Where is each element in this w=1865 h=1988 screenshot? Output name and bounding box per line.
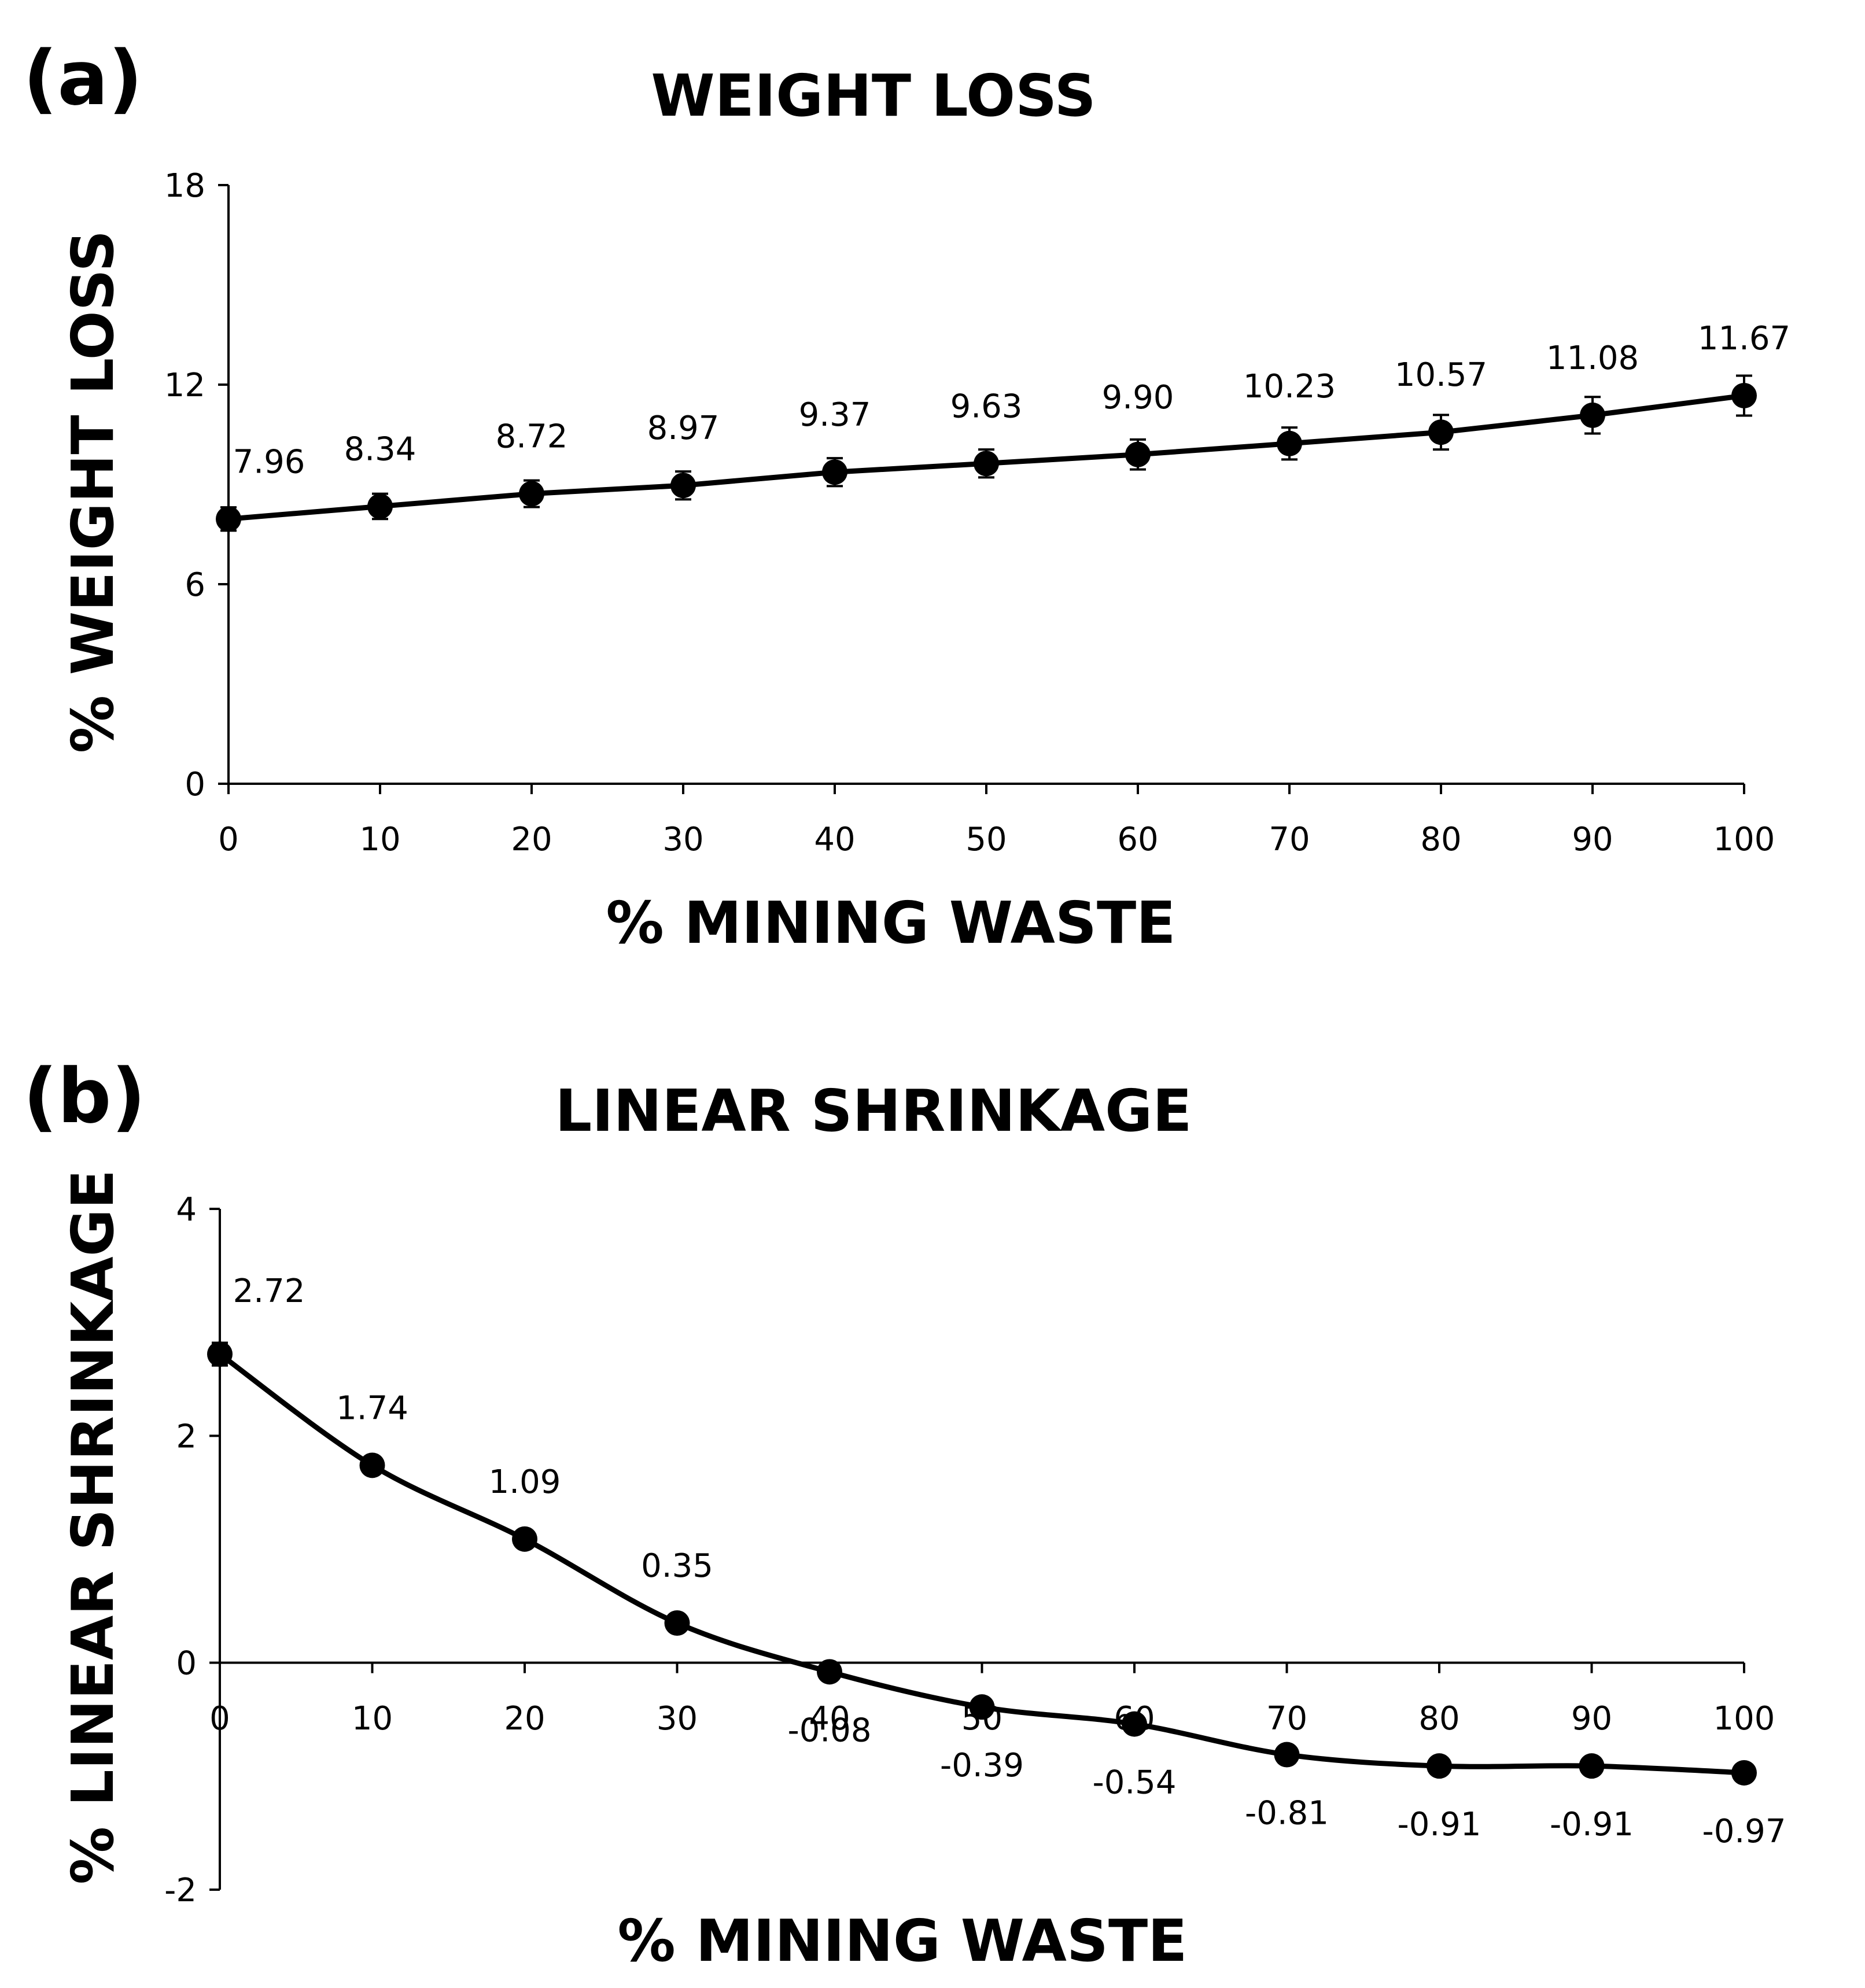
chart-b-x-axis-label: % MINING WASTE	[618, 1907, 1188, 1975]
chart-b-y-tick-label: 2	[176, 1418, 197, 1455]
chart-a-data-point	[1731, 382, 1757, 408]
chart-b-x-tick-label: 100	[1713, 1700, 1775, 1738]
chart-b-x-tick-label: 90	[1571, 1700, 1612, 1738]
panel-linear-shrinkage: (b) LINEAR SHRINKAGE % MINING WASTE % LI…	[23, 1052, 1786, 1975]
chart-a-x-tick-label: 10	[359, 821, 400, 858]
chart-a-data-label: 8.97	[647, 410, 720, 447]
chart-a-data-point	[670, 473, 696, 499]
chart-b-data-point	[817, 1659, 842, 1685]
chart-b-data-point	[664, 1610, 690, 1636]
chart-b-data-label: -0.97	[1702, 1813, 1786, 1850]
chart-a-x-tick-label: 50	[965, 821, 1007, 858]
chart-a-data-label: 7.96	[233, 443, 305, 481]
chart-a-y-tick-label: 18	[164, 167, 205, 205]
chart-a-data-point	[1125, 441, 1151, 467]
chart-a-x-tick-label: 80	[1420, 821, 1461, 858]
chart-b-y-tick-label: -2	[164, 1872, 197, 1909]
chart-b-data-label: -0.81	[1245, 1795, 1329, 1832]
chart-b-data-point	[359, 1452, 385, 1478]
chart-a-y-tick-label: 12	[164, 367, 205, 404]
panel-a-tag: (a)	[23, 34, 143, 122]
chart-b-data-point	[969, 1694, 995, 1720]
chart-b-data-label: -0.54	[1093, 1764, 1177, 1802]
chart-a-data-label: 10.23	[1243, 368, 1336, 405]
panel-weight-loss: (a) WEIGHT LOSS % MINING WASTE % WEIGHT …	[23, 34, 1790, 957]
chart-b-data-point	[1579, 1753, 1605, 1779]
chart-a-data-label: 9.63	[950, 388, 1023, 425]
chart-b-data-point	[1731, 1760, 1757, 1786]
chart-b-x-tick-label: 10	[352, 1700, 393, 1738]
chart-b-plot-area: -202401020304050607080901002.721.741.090…	[164, 1191, 1786, 1909]
chart-b-data-label: -0.39	[940, 1747, 1024, 1784]
chart-b-x-tick-label: 70	[1266, 1700, 1307, 1738]
chart-b-x-tick-label: 40	[809, 1700, 850, 1738]
chart-b-data-point	[512, 1526, 537, 1552]
chart-a-x-tick-label: 40	[814, 821, 855, 858]
chart-b-data-point	[1274, 1742, 1300, 1768]
chart-a-data-point	[1580, 402, 1605, 428]
chart-a-x-tick-label: 30	[662, 821, 703, 858]
chart-b-y-tick-label: 4	[176, 1191, 197, 1229]
chart-b-data-point	[1122, 1711, 1147, 1737]
chart-a-title: WEIGHT LOSS	[651, 62, 1096, 130]
chart-a-x-axis-label: % MINING WASTE	[606, 889, 1176, 957]
chart-a-data-point	[1277, 430, 1302, 456]
panel-b-tag: (b)	[23, 1052, 146, 1140]
chart-b-data-label: 2.72	[233, 1273, 305, 1310]
chart-a-data-point	[519, 481, 544, 507]
chart-b-data-label: -0.91	[1398, 1806, 1481, 1843]
chart-a-data-point	[216, 506, 241, 532]
chart-a-x-tick-label: 0	[218, 821, 239, 858]
chart-a-x-tick-label: 20	[511, 821, 552, 858]
chart-a-data-label: 9.90	[1102, 379, 1174, 416]
chart-a-x-tick-label: 60	[1117, 821, 1158, 858]
chart-a-x-tick-label: 90	[1572, 821, 1613, 858]
chart-a-x-tick-label: 70	[1269, 821, 1310, 858]
chart-a-x-tick-label: 100	[1713, 821, 1775, 858]
chart-a-y-tick-label: 0	[185, 766, 205, 803]
chart-b-title: LINEAR SHRINKAGE	[555, 1077, 1192, 1145]
chart-a-data-label: 8.34	[344, 430, 417, 468]
chart-b-data-label: 0.35	[641, 1547, 713, 1585]
chart-b-data-label: 1.09	[489, 1463, 561, 1501]
chart-b-data-point	[207, 1341, 233, 1367]
chart-a-data-label: 11.67	[1698, 320, 1790, 357]
chart-b-x-tick-label: 0	[209, 1700, 230, 1738]
chart-a-data-point	[367, 493, 393, 519]
chart-a-data-label: 9.37	[799, 396, 871, 434]
chart-b-data-label: -0.08	[788, 1712, 872, 1749]
chart-a-data-point	[822, 459, 847, 485]
chart-a-data-label: 11.08	[1546, 340, 1639, 377]
chart-a-data-point	[974, 451, 999, 477]
chart-b-data-label: 1.74	[336, 1389, 408, 1427]
chart-a-data-point	[1428, 419, 1454, 445]
chart-b-data-point	[1427, 1753, 1452, 1779]
chart-b-data-label: -0.91	[1550, 1806, 1634, 1843]
chart-a-plot-area: 0 6 12 18 0 10 20 30 40 50 60 70 80 90 100 7.96 8.34 8.72…	[164, 167, 1790, 858]
chart-b-x-tick-label: 20	[504, 1700, 545, 1738]
chart-a-y-tick-label: 6	[185, 566, 205, 604]
chart-a-y-axis-label: % WEIGHT LOSS	[59, 230, 127, 753]
chart-b-x-tick-label: 80	[1418, 1700, 1459, 1738]
chart-b-y-axis-label: % LINEAR SHRINKAGE	[59, 1170, 127, 1884]
chart-a-data-label: 8.72	[496, 418, 568, 456]
chart-b-x-tick-label: 30	[657, 1700, 698, 1738]
chart-b-y-tick-label: 0	[176, 1645, 197, 1683]
chart-a-data-label: 10.57	[1395, 356, 1487, 394]
